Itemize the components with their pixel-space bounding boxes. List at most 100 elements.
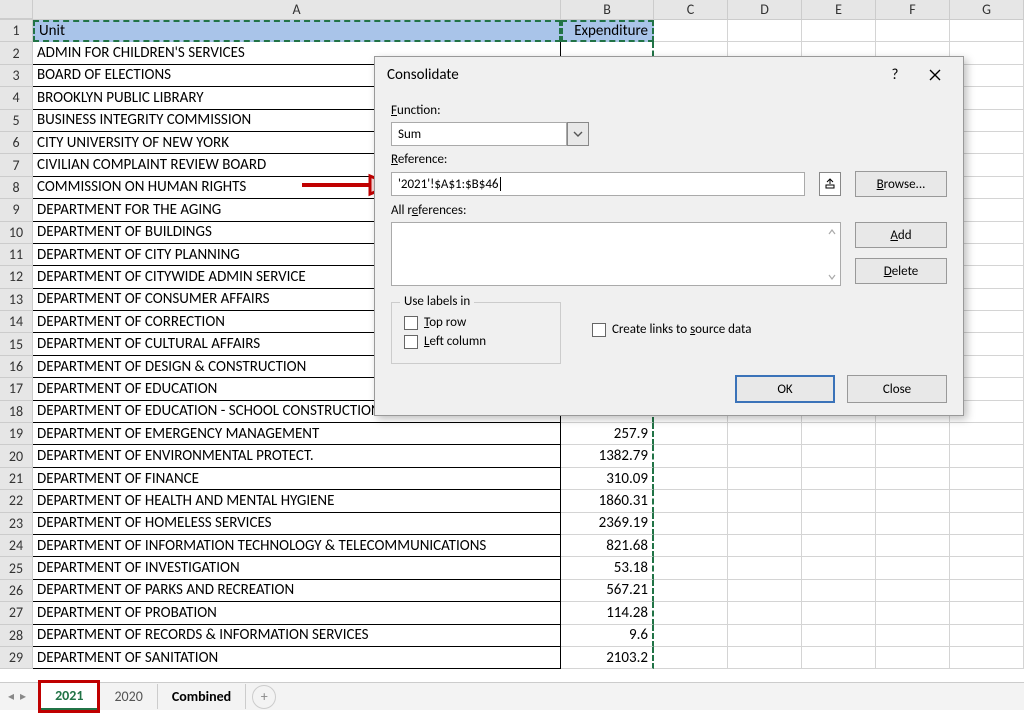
cell[interactable] (802, 445, 876, 467)
cell[interactable] (876, 20, 950, 42)
ok-button[interactable]: OK (735, 375, 835, 403)
cell[interactable]: DEPARTMENT OF HOMELESS SERVICES (33, 513, 561, 535)
cell[interactable]: DEPARTMENT OF ENVIRONMENTAL PROTECT. (33, 445, 561, 467)
row-header[interactable]: 5 (0, 110, 33, 132)
cell[interactable] (950, 490, 1024, 512)
row-header[interactable]: 16 (0, 356, 33, 378)
cell[interactable]: DEPARTMENT OF INVESTIGATION (33, 557, 561, 579)
delete-button[interactable]: Delete (855, 258, 947, 284)
cell[interactable] (654, 513, 728, 535)
createlinks-checkbox[interactable]: Create links to source data (592, 322, 752, 337)
cell[interactable] (950, 625, 1024, 647)
row-header[interactable]: 25 (0, 557, 33, 579)
toprow-checkbox[interactable]: Top row (404, 315, 548, 330)
cell[interactable] (728, 535, 802, 557)
cell[interactable] (654, 468, 728, 490)
cell[interactable] (728, 580, 802, 602)
cell[interactable] (654, 580, 728, 602)
cell[interactable] (950, 445, 1024, 467)
cell[interactable] (876, 468, 950, 490)
cell[interactable] (950, 468, 1024, 490)
cell[interactable] (802, 580, 876, 602)
cell[interactable] (728, 557, 802, 579)
row-header[interactable]: 17 (0, 378, 33, 400)
cell[interactable] (876, 423, 950, 445)
cell[interactable] (728, 423, 802, 445)
cell[interactable] (728, 445, 802, 467)
close-icon[interactable] (915, 60, 955, 90)
cell[interactable] (654, 625, 728, 647)
col-header-A[interactable]: A (33, 0, 561, 19)
tab-next-icon[interactable]: ▸ (20, 689, 26, 704)
row-header[interactable]: 19 (0, 423, 33, 445)
cell[interactable]: Unit (33, 20, 561, 42)
row-header[interactable]: 4 (0, 87, 33, 109)
function-select[interactable] (391, 122, 589, 146)
cell[interactable] (654, 602, 728, 624)
cell[interactable]: 257.9 (561, 423, 654, 445)
row-header[interactable]: 20 (0, 445, 33, 467)
cell[interactable]: 821.68 (561, 535, 654, 557)
row-header[interactable]: 26 (0, 580, 33, 602)
close-button[interactable]: Close (847, 375, 947, 403)
cell[interactable] (802, 20, 876, 42)
cell[interactable] (654, 557, 728, 579)
leftcol-checkbox[interactable]: Left column (404, 334, 548, 349)
row-header[interactable]: 24 (0, 535, 33, 557)
tab-combined[interactable]: Combined (158, 684, 246, 709)
row-header[interactable]: 29 (0, 647, 33, 669)
cell[interactable] (876, 513, 950, 535)
select-all-corner[interactable] (0, 0, 33, 19)
allrefs-listbox[interactable] (391, 222, 841, 286)
tab-nav[interactable]: ◂ ▸ (8, 689, 26, 704)
cell[interactable] (802, 557, 876, 579)
cell[interactable]: 2103.2 (561, 647, 654, 669)
cell[interactable] (950, 20, 1024, 42)
scroll-down-icon[interactable] (823, 268, 840, 285)
cell[interactable]: 2369.19 (561, 513, 654, 535)
cell[interactable] (950, 647, 1024, 669)
chevron-down-icon[interactable] (567, 122, 589, 146)
row-header[interactable]: 13 (0, 289, 33, 311)
row-header[interactable]: 15 (0, 333, 33, 355)
cell[interactable]: DEPARTMENT OF PROBATION (33, 602, 561, 624)
col-header-D[interactable]: D (728, 0, 802, 19)
cell[interactable] (876, 580, 950, 602)
row-header[interactable]: 22 (0, 490, 33, 512)
cell[interactable] (876, 535, 950, 557)
add-button[interactable]: Add (855, 222, 947, 248)
cell[interactable]: 9.6 (561, 625, 654, 647)
cell[interactable] (950, 580, 1024, 602)
col-header-B[interactable]: B (561, 0, 654, 19)
collapse-dialog-icon[interactable] (819, 172, 841, 196)
col-header-G[interactable]: G (950, 0, 1024, 19)
scrollbar[interactable] (823, 223, 840, 285)
reference-input[interactable]: '2021'!$A$1:$B$46 (391, 172, 805, 196)
cell[interactable] (802, 490, 876, 512)
browse-button[interactable]: Browse... (855, 171, 947, 197)
cell[interactable] (728, 625, 802, 647)
cell[interactable]: 114.28 (561, 602, 654, 624)
tab-prev-icon[interactable]: ◂ (8, 689, 14, 704)
row-header[interactable]: 12 (0, 266, 33, 288)
cell[interactable]: DEPARTMENT OF FINANCE (33, 468, 561, 490)
cell[interactable] (802, 602, 876, 624)
row-header[interactable]: 9 (0, 199, 33, 221)
cell[interactable] (876, 602, 950, 624)
row-header[interactable]: 7 (0, 154, 33, 176)
help-icon[interactable]: ? (875, 60, 915, 90)
cell[interactable]: 567.21 (561, 580, 654, 602)
cell[interactable] (728, 513, 802, 535)
row-header[interactable]: 21 (0, 468, 33, 490)
cell[interactable]: DEPARTMENT OF INFORMATION TECHNOLOGY & T… (33, 535, 561, 557)
row-header[interactable]: 28 (0, 625, 33, 647)
scroll-up-icon[interactable] (823, 223, 840, 240)
cell[interactable] (654, 423, 728, 445)
cell[interactable] (728, 20, 802, 42)
cell[interactable]: 1860.31 (561, 490, 654, 512)
row-header[interactable]: 23 (0, 513, 33, 535)
tab-2021[interactable]: 2021 (41, 683, 97, 710)
add-sheet-icon[interactable]: + (252, 685, 276, 709)
row-header[interactable]: 27 (0, 602, 33, 624)
function-value[interactable] (391, 122, 567, 146)
